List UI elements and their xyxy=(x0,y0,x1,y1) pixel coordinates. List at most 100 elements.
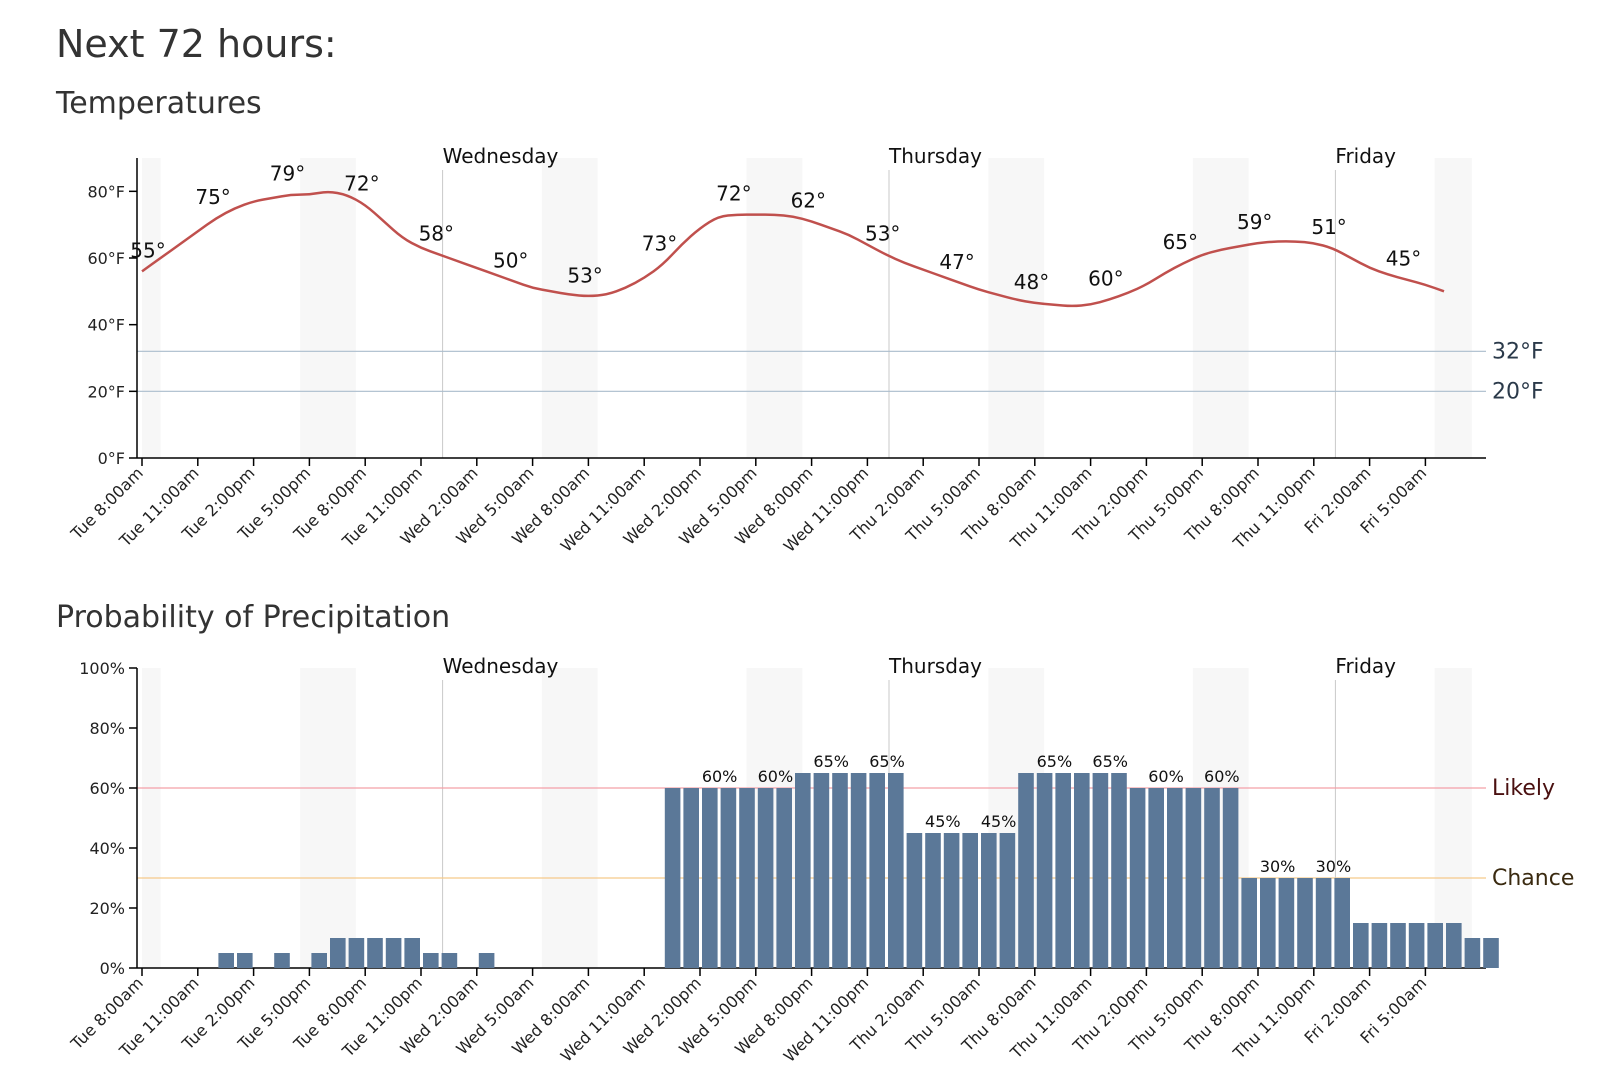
precipitation-bar xyxy=(813,773,830,968)
precipitation-bar xyxy=(423,953,439,968)
precipitation-bar xyxy=(1427,923,1443,968)
precipitation-label: 60% xyxy=(1204,767,1240,786)
precipitation-bar xyxy=(925,833,941,968)
temperature-label: 58° xyxy=(419,222,454,246)
precipitation-bar xyxy=(1408,923,1425,968)
night-band xyxy=(142,668,161,968)
y-tick-label: 0% xyxy=(100,959,125,978)
precipitation-bar xyxy=(1055,773,1071,968)
precipitation-bar xyxy=(888,773,904,968)
precipitation-label: 65% xyxy=(1092,752,1128,771)
precipitation-bar xyxy=(1260,878,1276,968)
y-tick-label: 20% xyxy=(89,899,125,918)
night-band xyxy=(1434,158,1472,458)
y-tick-label: 20°F xyxy=(87,382,125,401)
threshold-label: Chance xyxy=(1492,866,1574,891)
night-band xyxy=(746,158,803,458)
precipitation-bar xyxy=(1036,773,1053,968)
precipitation-bar xyxy=(869,773,885,968)
precipitation-bar xyxy=(795,773,811,968)
temperature-label: 72° xyxy=(716,182,751,206)
precipitation-bar xyxy=(757,788,774,968)
temperature-label: 75° xyxy=(195,185,230,209)
precipitation-label: 60% xyxy=(702,767,738,786)
precipitation-bar xyxy=(1148,788,1164,968)
temperature-label: 62° xyxy=(791,188,826,212)
precipitation-bar xyxy=(218,953,234,968)
precipitation-bar xyxy=(1092,773,1109,968)
night-band xyxy=(988,158,1045,458)
temperature-label: 45° xyxy=(1386,247,1421,271)
precipitation-bar xyxy=(702,788,718,968)
page-title: Next 72 hours: xyxy=(56,22,337,66)
precipitation-bar xyxy=(1241,878,1257,968)
temperature-label: 72° xyxy=(344,172,379,196)
precipitation-bar xyxy=(1074,773,1090,968)
precipitation-bar xyxy=(274,953,290,968)
temperature-chart-title: Temperatures xyxy=(56,86,262,121)
precipitation-bar xyxy=(1222,788,1239,968)
y-tick-label: 80% xyxy=(89,719,125,738)
precipitation-bar xyxy=(1297,878,1313,968)
day-label: Wednesday xyxy=(443,654,559,678)
precipitation-chart-title: Probability of Precipitation xyxy=(56,600,451,635)
y-tick-label: 0°F xyxy=(98,449,125,468)
precipitation-bar xyxy=(850,773,867,968)
y-tick-label: 60°F xyxy=(87,249,125,268)
night-band xyxy=(300,668,356,968)
temperature-label: 60° xyxy=(1088,267,1123,291)
night-band xyxy=(1434,668,1472,968)
night-band xyxy=(300,158,356,458)
y-tick-label: 100% xyxy=(79,659,125,678)
y-tick-label: 80°F xyxy=(87,182,125,201)
precipitation-label: 65% xyxy=(813,752,849,771)
precipitation-label: 45% xyxy=(981,812,1017,831)
temperature-label: 55° xyxy=(130,238,165,262)
precipitation-bar xyxy=(906,833,923,968)
day-label: Friday xyxy=(1335,144,1396,168)
precipitation-label: 60% xyxy=(758,767,794,786)
precipitation-bar xyxy=(330,938,346,968)
temperature-label: 48° xyxy=(1014,270,1049,294)
precipitation-bar xyxy=(1353,923,1369,968)
night-band xyxy=(142,158,161,458)
threshold-label: 32°F xyxy=(1492,339,1544,364)
precipitation-bar xyxy=(441,953,458,968)
night-band xyxy=(1192,158,1249,458)
temperature-label: 47° xyxy=(939,250,974,274)
precipitation-bar xyxy=(943,833,960,968)
day-label: Wednesday xyxy=(443,144,559,168)
precipitation-bar xyxy=(311,953,327,968)
temperature-line xyxy=(141,190,1445,308)
y-tick-label: 60% xyxy=(89,779,125,798)
day-label: Thursday xyxy=(888,654,982,678)
y-tick-label: 40% xyxy=(89,839,125,858)
precipitation-bar xyxy=(348,938,365,968)
precipitation-bar xyxy=(385,938,402,968)
temperature-label: 73° xyxy=(642,232,677,256)
day-label: Thursday xyxy=(888,144,982,168)
precipitation-bar xyxy=(1371,923,1388,968)
precipitation-label: 45% xyxy=(925,812,961,831)
temperature-label: 65° xyxy=(1163,230,1198,254)
precipitation-bar xyxy=(664,788,681,968)
precipitation-bar xyxy=(776,788,792,968)
precipitation-bar xyxy=(1446,923,1462,968)
temperature-label: 79° xyxy=(270,162,305,186)
precipitation-bar xyxy=(237,953,253,968)
precipitation-bar xyxy=(1204,788,1220,968)
precipitation-bar xyxy=(962,833,978,968)
night-band xyxy=(988,668,1045,968)
precipitation-bar xyxy=(367,938,383,968)
precipitation-bar xyxy=(999,833,1016,968)
night-band xyxy=(746,668,803,968)
precipitation-bar xyxy=(683,788,699,968)
temperature-label: 59° xyxy=(1237,210,1272,234)
precipitation-bar xyxy=(1167,788,1183,968)
precipitation-bar xyxy=(478,953,495,968)
precipitation-bar xyxy=(1464,938,1481,968)
y-tick-label: 40°F xyxy=(87,316,125,335)
night-band xyxy=(541,158,598,458)
precipitation-bar xyxy=(981,833,997,968)
